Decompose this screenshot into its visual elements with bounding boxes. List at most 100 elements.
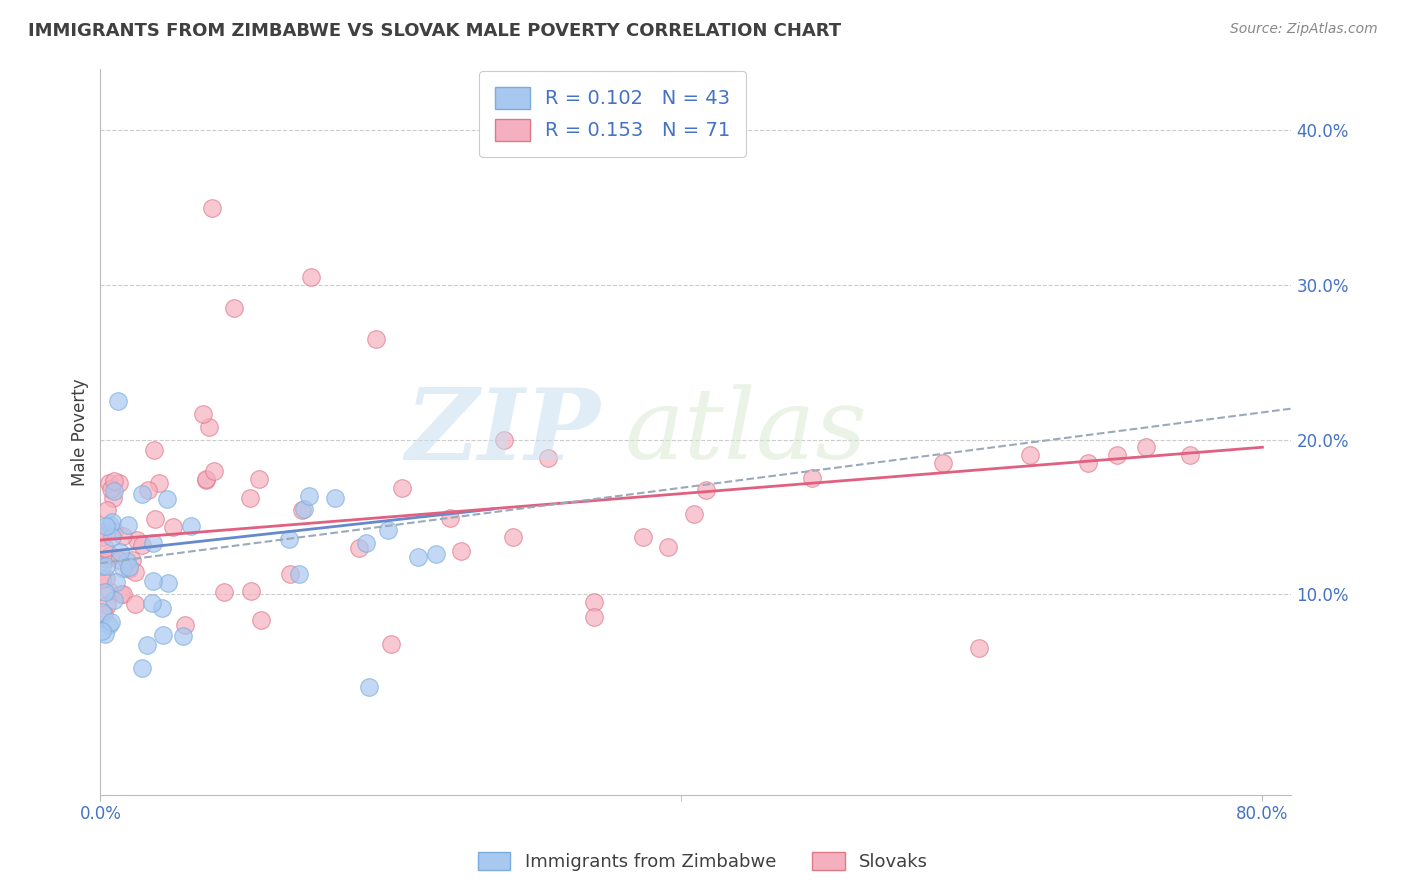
- Point: [108, 545, 131, 559]
- Point: [90, 605, 112, 619]
- Point: [118, 562, 141, 576]
- Point: [583, 595, 606, 609]
- Point: [142, 535, 165, 549]
- Point: [97, 476, 120, 491]
- Point: [162, 519, 184, 533]
- Point: [101, 530, 124, 544]
- Point: [239, 491, 262, 505]
- Point: [143, 512, 166, 526]
- Point: [90, 530, 112, 544]
- Point: [366, 332, 388, 346]
- Text: ZIP: ZIP: [405, 384, 600, 480]
- Point: [152, 628, 174, 642]
- Point: [143, 443, 166, 458]
- Point: [124, 597, 146, 611]
- Point: [96, 519, 118, 533]
- Point: [249, 472, 271, 486]
- Point: [96, 599, 118, 613]
- Point: [323, 491, 346, 506]
- Text: IMMIGRANTS FROM ZIMBABWE VS SLOVAK MALE POVERTY CORRELATION CHART: IMMIGRANTS FROM ZIMBABWE VS SLOVAK MALE …: [28, 22, 841, 40]
- Point: [299, 270, 322, 285]
- Point: [201, 201, 224, 215]
- Point: [425, 547, 447, 561]
- Y-axis label: Male Poverty: Male Poverty: [72, 378, 89, 485]
- Point: [90, 559, 112, 574]
- Point: [117, 517, 139, 532]
- Point: [96, 503, 118, 517]
- Point: [249, 613, 271, 627]
- Point: [406, 549, 429, 564]
- Point: [195, 472, 218, 486]
- Point: [97, 617, 120, 632]
- Point: [131, 486, 153, 500]
- Point: [277, 532, 299, 546]
- Point: [1107, 448, 1129, 462]
- Point: [94, 585, 117, 599]
- Point: [222, 301, 245, 315]
- Point: [103, 474, 125, 488]
- Point: [197, 420, 219, 434]
- Point: [93, 607, 115, 621]
- Point: [631, 530, 654, 544]
- Point: [103, 593, 125, 607]
- Point: [180, 519, 202, 533]
- Point: [1178, 448, 1201, 462]
- Point: [172, 629, 194, 643]
- Point: [100, 518, 122, 533]
- Legend: Immigrants from Zimbabwe, Slovaks: Immigrants from Zimbabwe, Slovaks: [471, 845, 935, 879]
- Point: [173, 617, 195, 632]
- Point: [380, 636, 402, 650]
- Point: [695, 483, 717, 498]
- Point: [111, 560, 134, 574]
- Text: Source: ZipAtlas.com: Source: ZipAtlas.com: [1230, 22, 1378, 37]
- Legend: R = 0.102   N = 43, R = 0.153   N = 71: R = 0.102 N = 43, R = 0.153 N = 71: [479, 71, 747, 157]
- Point: [157, 576, 180, 591]
- Point: [439, 511, 461, 525]
- Point: [142, 574, 165, 588]
- Point: [291, 502, 314, 516]
- Point: [107, 393, 129, 408]
- Point: [101, 515, 124, 529]
- Point: [492, 434, 515, 448]
- Point: [347, 541, 370, 555]
- Point: [103, 483, 125, 498]
- Point: [136, 638, 159, 652]
- Point: [141, 596, 163, 610]
- Point: [103, 524, 125, 538]
- Point: [967, 641, 990, 656]
- Text: atlas: atlas: [624, 384, 868, 479]
- Point: [1077, 456, 1099, 470]
- Point: [105, 575, 128, 590]
- Point: [94, 541, 117, 555]
- Point: [91, 524, 114, 539]
- Point: [152, 601, 174, 615]
- Point: [194, 473, 217, 487]
- Point: [391, 481, 413, 495]
- Point: [111, 587, 134, 601]
- Point: [239, 584, 262, 599]
- Point: [98, 548, 121, 562]
- Point: [121, 553, 143, 567]
- Point: [191, 407, 214, 421]
- Point: [1135, 440, 1157, 454]
- Point: [94, 571, 117, 585]
- Point: [90, 573, 112, 587]
- Point: [1019, 448, 1042, 462]
- Point: [212, 585, 235, 599]
- Point: [111, 529, 134, 543]
- Point: [377, 523, 399, 537]
- Point: [131, 661, 153, 675]
- Point: [94, 558, 117, 573]
- Point: [127, 533, 149, 548]
- Point: [131, 538, 153, 552]
- Point: [583, 610, 606, 624]
- Point: [94, 552, 117, 566]
- Point: [682, 507, 704, 521]
- Point: [292, 502, 315, 516]
- Point: [932, 456, 955, 470]
- Point: [108, 475, 131, 490]
- Point: [110, 587, 132, 601]
- Point: [537, 451, 560, 466]
- Point: [148, 475, 170, 490]
- Point: [278, 567, 301, 582]
